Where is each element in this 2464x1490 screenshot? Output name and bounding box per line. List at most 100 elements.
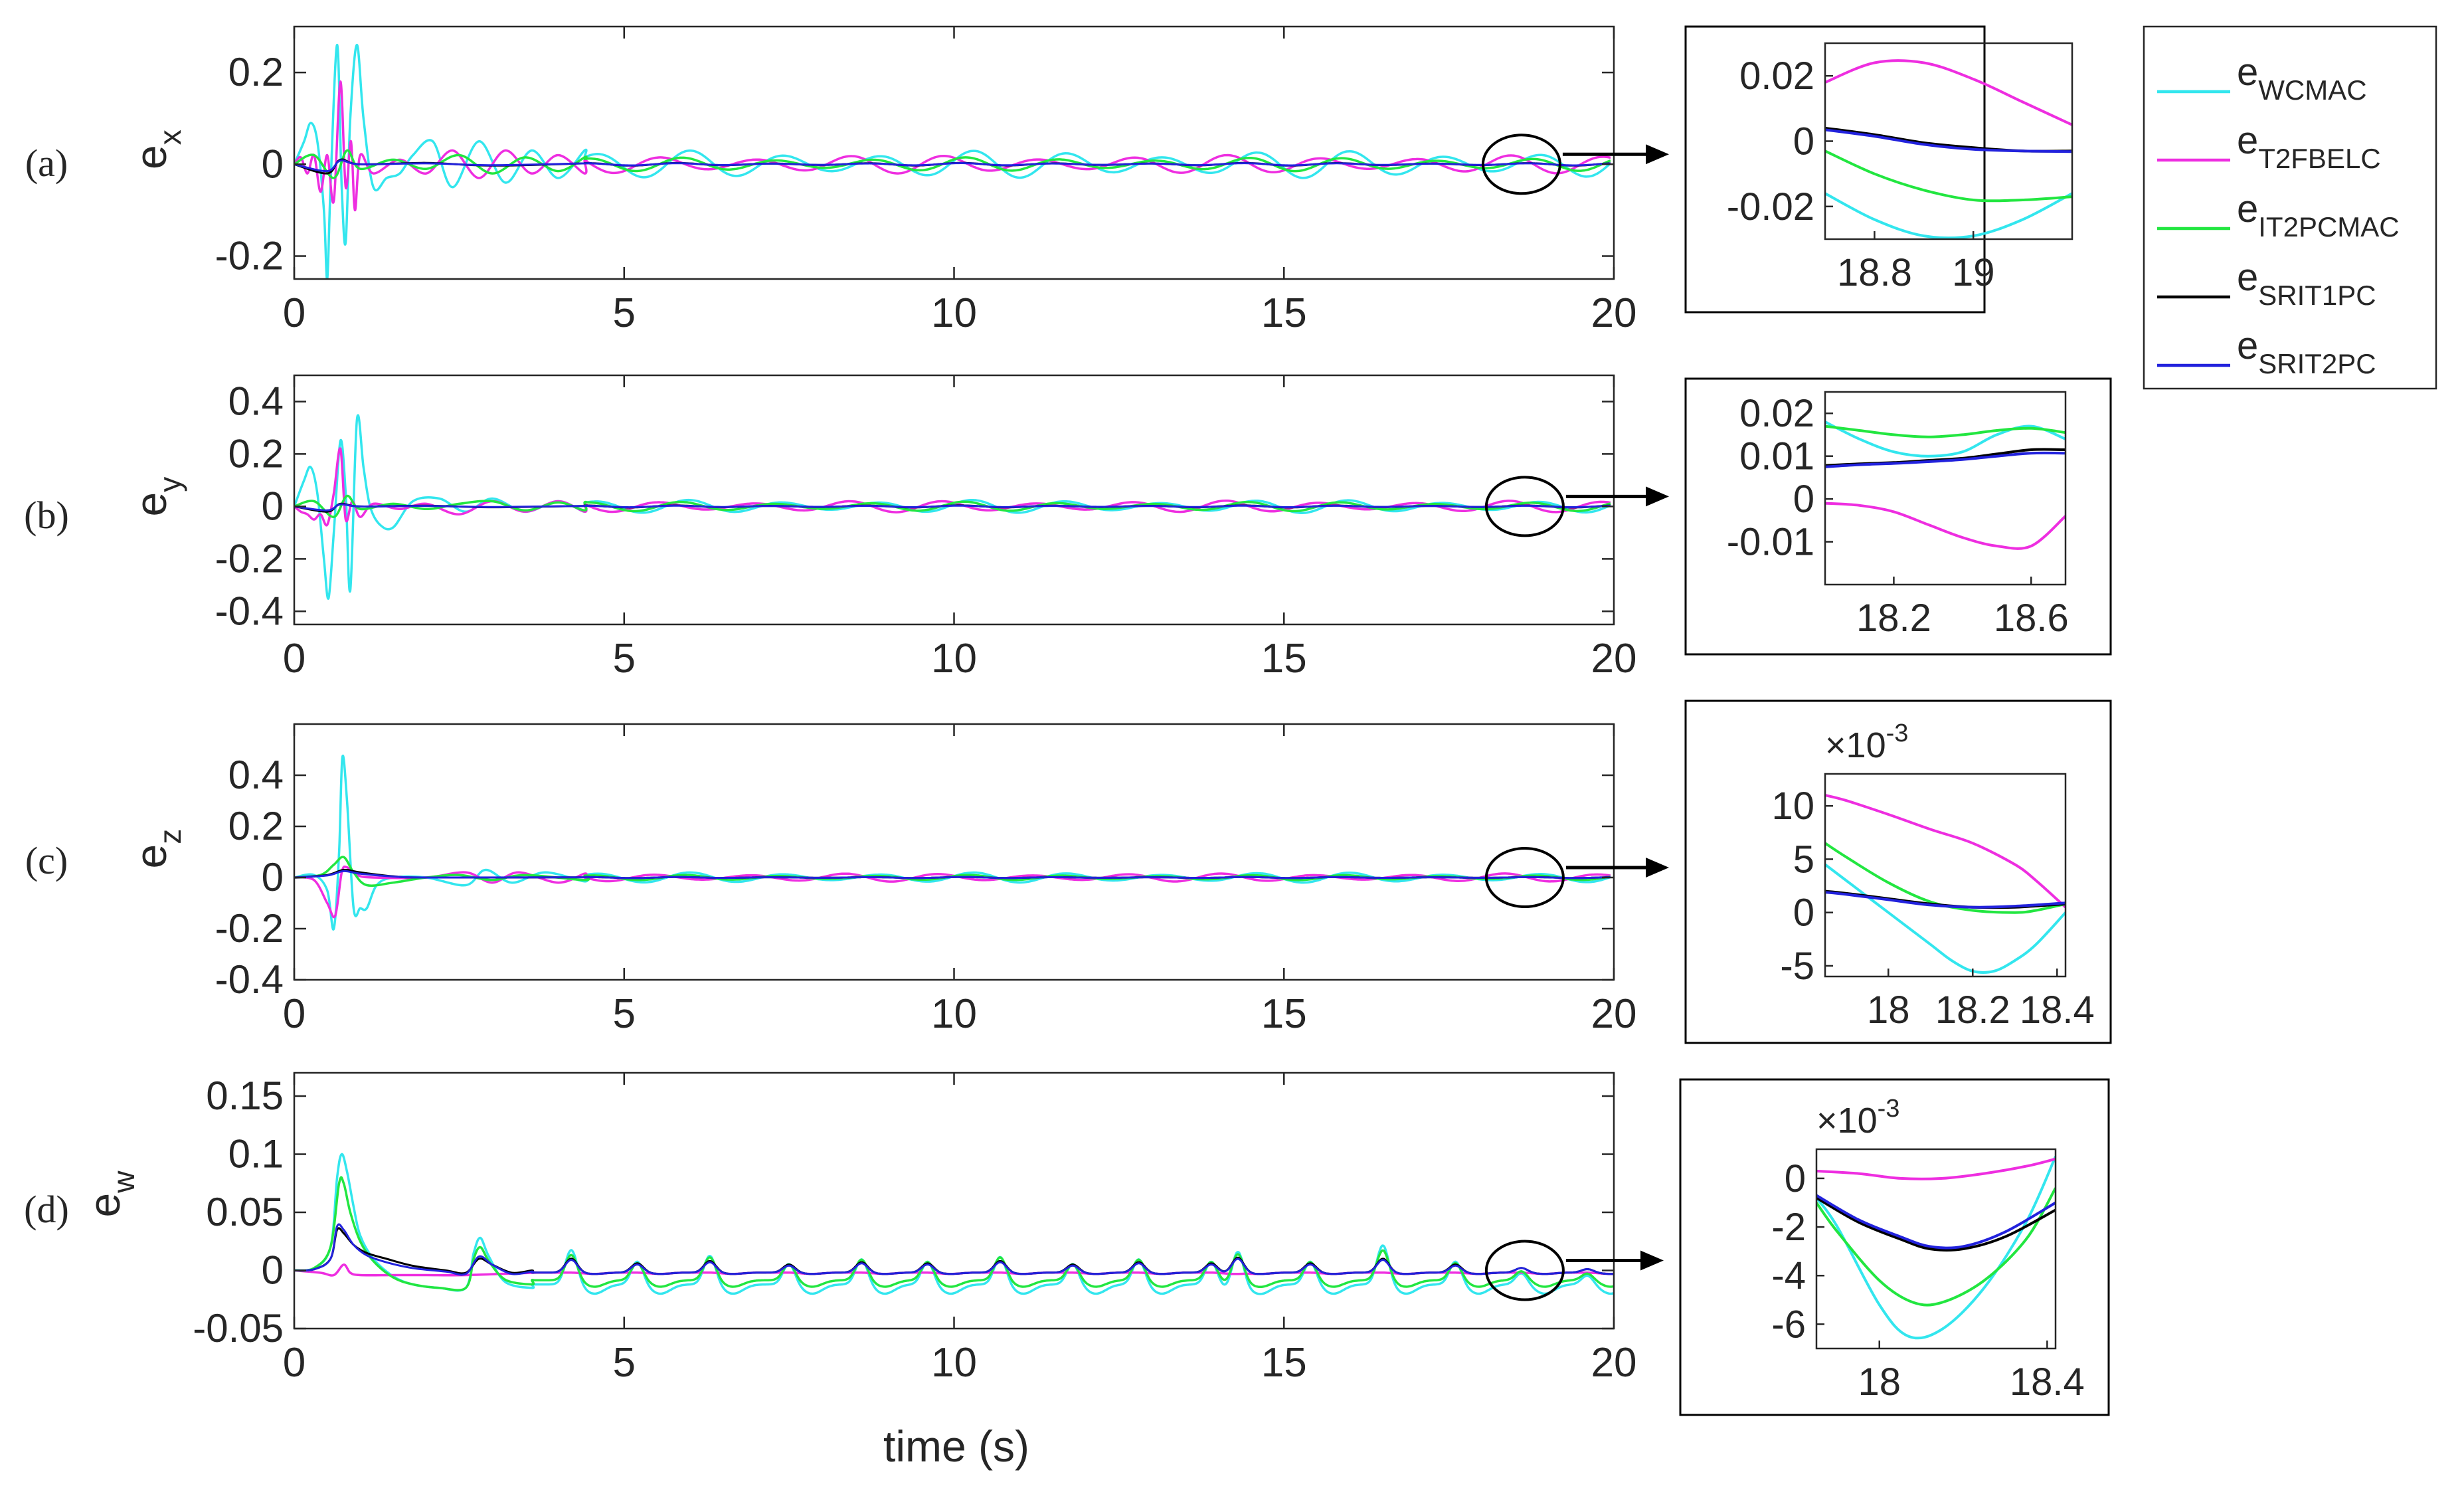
y-tick-label: 0.2 <box>228 804 284 848</box>
inset-series-group <box>1825 794 2066 974</box>
inset-line-e-srit2pc <box>1825 891 2066 909</box>
inset-x-tick-label: 18.4 <box>2010 1360 2085 1404</box>
inset-line-e-t2fbelc <box>1825 794 2066 909</box>
x-tick-label: 15 <box>1261 636 1307 682</box>
legend-label: eT2FBELC <box>2237 119 2381 174</box>
inset-a: 18.8 19 -0.02 0 0.02 <box>1684 25 2073 314</box>
y-tick-label: 0 <box>262 855 284 899</box>
inset-y-tick-label: 0 <box>1793 478 1814 521</box>
y-axis-label: ew <box>80 1170 141 1218</box>
x-tick-label: 5 <box>613 290 636 336</box>
x-tick-label: 0 <box>283 290 306 336</box>
series-group <box>294 754 1611 931</box>
y-tick-label: 0.05 <box>206 1190 284 1234</box>
legend-label: eIT2PCMAC <box>2237 187 2400 242</box>
main-plots-layer: 0 5 10 15 20 -0.2 0 0.2 ex (a) 0 5 10 15 20 -0.4 -0.2 0 0.… <box>24 25 1669 1386</box>
inset-x-tick-label: 18.6 <box>1994 597 2069 640</box>
inset-frame <box>1684 25 1986 314</box>
inset-y-tick-label: 0.02 <box>1739 54 1814 98</box>
legend-entry: eSRIT2PC <box>2157 324 2376 379</box>
inset-line-e-srit1pc <box>1816 1196 2056 1252</box>
legend: eWCMAC eT2FBELC eIT2PCMAC eSRIT1PC eSRIT2PC <box>2143 25 2437 390</box>
y-tick-label: 0.15 <box>206 1073 284 1118</box>
x-tick-label: 15 <box>1261 1340 1307 1386</box>
zoom-arrow-head <box>1646 486 1669 507</box>
y-axis-label: ey <box>126 477 187 517</box>
panel-label: (c) <box>25 839 68 882</box>
y-tick-label: -0.05 <box>193 1306 284 1350</box>
inset-line-e-srit2pc <box>1825 451 2066 468</box>
series-group <box>294 43 1612 279</box>
inset-line-e-wcmac <box>1825 192 2072 239</box>
y-tick-label: 0 <box>262 1248 284 1293</box>
inset-y-tick-label: -0.02 <box>1727 185 1814 229</box>
x-tick-label: 0 <box>283 636 306 682</box>
y-tick-label: 0.2 <box>228 431 284 476</box>
panel-a: 0 5 10 15 20 -0.2 0 0.2 ex (a) <box>25 25 1669 336</box>
inset-frame <box>1684 377 2112 656</box>
x-tick-label: 10 <box>931 991 977 1037</box>
panel-label: (a) <box>25 141 68 185</box>
zoom-arrow-head <box>1640 1250 1664 1271</box>
inset-y-tick-label: 10 <box>1771 785 1814 828</box>
x-tick-label: 10 <box>931 636 977 682</box>
x-tick-label: 15 <box>1261 290 1307 336</box>
panel-c: 0 5 10 15 20 -0.4 -0.2 0 0.2 0.4 ez (c) <box>25 723 1669 1037</box>
x-axis-label: time (s) <box>883 1422 1029 1471</box>
inset-line-e-it2pcmac <box>1816 1187 2056 1307</box>
inset-x-tick-label: 18.2 <box>1935 988 2010 1032</box>
inset-x-tick-label: 18.4 <box>2020 988 2095 1032</box>
inset-line-e-it2pcmac <box>1825 149 2072 203</box>
zoom-circle <box>1484 847 1565 908</box>
y-tick-label: 0.1 <box>228 1132 284 1176</box>
inset-line-e-t2fbelc <box>1825 59 2072 126</box>
inset-x-tick-label: 18 <box>1858 1360 1901 1404</box>
inset-y-tick-label: -0.01 <box>1727 521 1814 564</box>
x-tick-label: 20 <box>1591 290 1637 336</box>
series-group <box>294 1153 1614 1295</box>
zoom-arrow-head <box>1646 858 1669 878</box>
line-e-srit2pc <box>294 159 1611 173</box>
x-tick-label: 5 <box>613 991 636 1037</box>
inset-c: 18 18.2 18.4 -5 0 5 10 ×10-3 <box>1684 699 2112 1044</box>
x-tick-label: 20 <box>1591 991 1637 1037</box>
legend-entry: eT2FBELC <box>2157 119 2381 174</box>
x-tick-label: 0 <box>283 1340 306 1386</box>
x-tick-label: 0 <box>283 991 306 1037</box>
inset-y-tick-label: 5 <box>1793 838 1814 881</box>
line-e-wcmac <box>294 1153 1614 1295</box>
legend-entry: eIT2PCMAC <box>2157 187 2400 242</box>
inset-exponent: ×10-3 <box>1816 1095 1899 1141</box>
panel-label: (b) <box>24 494 69 537</box>
series-group <box>294 414 1611 600</box>
inset-y-tick-label: 0.01 <box>1739 435 1814 478</box>
inset-series-group <box>1825 59 2072 239</box>
x-tick-label: 5 <box>613 636 636 682</box>
zoom-arrow-head <box>1646 144 1669 165</box>
line-e-srit2pc <box>294 503 1611 512</box>
inset-series-group <box>1816 1156 2056 1340</box>
zoom-circle <box>1484 1240 1565 1301</box>
y-tick-label: -0.2 <box>215 536 284 581</box>
inset-line-e-t2fbelc <box>1825 502 2066 550</box>
inset-y-tick-label: 0.02 <box>1739 392 1814 435</box>
inset-y-tick-label: -4 <box>1771 1254 1806 1297</box>
y-tick-label: 0.4 <box>228 753 284 797</box>
inset-y-tick-label: -5 <box>1780 945 1814 988</box>
inset-line-e-it2pcmac <box>1825 424 2066 438</box>
inset-line-e-srit2pc <box>1825 128 2072 153</box>
legend-label: eWCMAC <box>2237 50 2367 106</box>
legend-entry: eSRIT1PC <box>2157 256 2376 311</box>
inset-exponent: ×10-3 <box>1825 719 1908 765</box>
legend-label: eSRIT2PC <box>2237 324 2376 379</box>
inset-axes-box <box>1815 1148 2057 1350</box>
x-tick-label: 15 <box>1261 991 1307 1037</box>
inset-axes-box <box>1824 391 2067 586</box>
zoom-circle <box>1484 476 1565 537</box>
inset-x-tick-label: 18.8 <box>1837 251 1912 294</box>
x-tick-label: 20 <box>1591 636 1637 682</box>
y-axis-label: ex <box>126 130 187 169</box>
